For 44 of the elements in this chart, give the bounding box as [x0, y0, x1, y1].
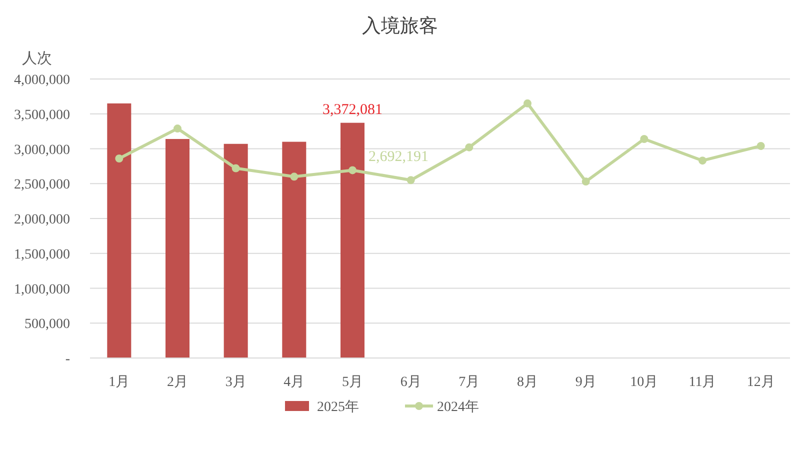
point [640, 134, 648, 143]
point [348, 166, 356, 174]
x-tick-label: 1月 [108, 375, 130, 390]
x-tick-label: 3月 [225, 375, 246, 390]
x-tick-label: 11月 [688, 375, 716, 390]
point [406, 176, 415, 184]
point [465, 143, 474, 152]
x-tick-label: 10月 [630, 375, 658, 390]
x-tick-label: 8月 [517, 375, 538, 390]
y-tick-label: 1,500,000 [14, 247, 70, 262]
bar [282, 142, 306, 358]
x-tick-label: 9月 [575, 375, 596, 390]
y-tick-label: 2,500,000 [14, 178, 70, 193]
bar [224, 144, 248, 358]
chart-title: 入境旅客 [362, 15, 438, 37]
legend-label: 2025年 [317, 399, 359, 415]
legend-label: 2024年 [437, 399, 479, 415]
data-label: 3,372,081 [322, 102, 382, 118]
point [174, 124, 182, 133]
y-tick-label: 500,000 [24, 317, 70, 332]
y-tick-label: 3,000,000 [14, 142, 70, 158]
bar [340, 122, 364, 358]
x-tick-label: 4月 [284, 375, 305, 390]
point [698, 156, 706, 165]
y-tick-label: 4,000,000 [14, 73, 70, 88]
data-label: 2,692,191 [368, 149, 428, 166]
point [582, 178, 590, 186]
y-tick-label: 3,500,000 [14, 108, 70, 123]
point [115, 154, 124, 163]
y-tick-label: 1,000,000 [14, 282, 70, 298]
point [232, 164, 240, 172]
x-tick-label: 5月 [342, 375, 363, 390]
x-tick-label: 12月 [746, 375, 775, 390]
bar [107, 103, 132, 358]
x-tick-label: 6月 [400, 375, 422, 390]
x-tick-label: 2月 [167, 375, 188, 390]
point [756, 142, 765, 150]
y-axis-title: 人次 [22, 51, 52, 67]
point [290, 172, 298, 181]
y-tick-label: - [65, 352, 70, 367]
point [524, 99, 532, 108]
bar [166, 138, 190, 358]
y-tick-label: 2,000,000 [14, 212, 70, 228]
x-tick-label: 7月 [458, 375, 480, 390]
